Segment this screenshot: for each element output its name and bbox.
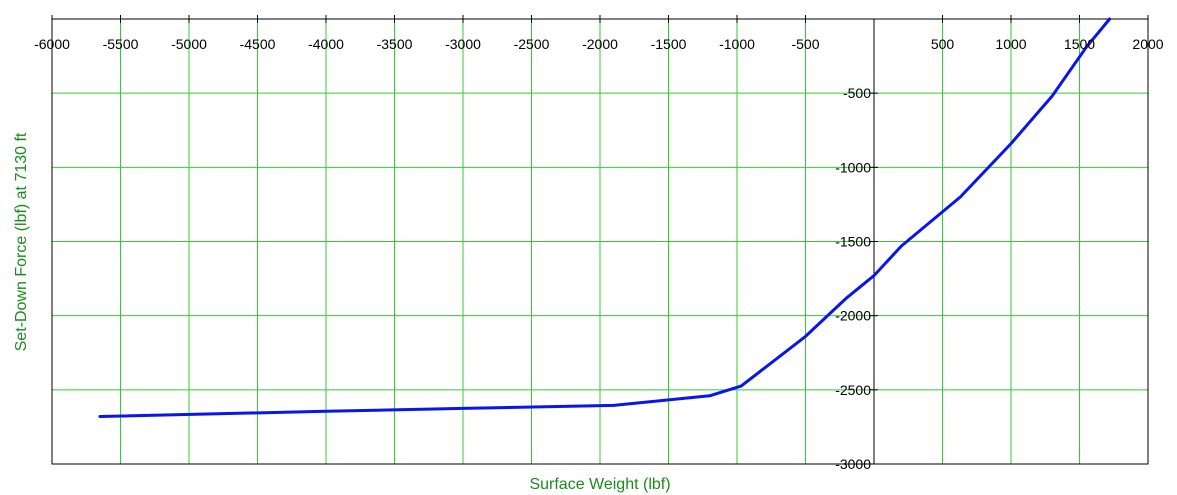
axes [51,15,1149,465]
series-line [98,17,1112,418]
x-tick-label: 1500 [1064,36,1095,52]
horizontal-gridlines [52,92,1148,391]
y-tick-label: -2500 [835,382,871,398]
x-tick-label: -500 [791,36,819,52]
x-tick-label: -5500 [103,36,139,52]
x-tick-label: -1000 [719,36,755,52]
y-tick-label: -3000 [835,456,871,472]
y-axis-title: Set-Down Force (lbf) at 7130 ft [13,132,30,351]
series-layer [98,17,1112,418]
x-tick-labels: -6000 -5500 -5000 -4500 -4000 -3500 -3000 -2500… [34,36,1164,52]
x-tick-label: -1500 [651,36,687,52]
x-tick-label: -6000 [34,36,70,52]
x-tick-label: -4000 [308,36,344,52]
x-tick-label: 2000 [1132,36,1163,52]
y-tick-label: -500 [843,85,871,101]
x-tick-label: -4500 [240,36,276,52]
x-tick-label: 500 [931,36,955,52]
x-tick-label: 1000 [995,36,1026,52]
x-tick-label: -3500 [377,36,413,52]
x-tick-label: -2500 [514,36,550,52]
x-tick-label: -3000 [445,36,481,52]
y-tick-label: -1500 [835,234,871,250]
x-tick-label: -2000 [582,36,618,52]
y-tick-labels: -500 -1000 -1500 -2000 -2500 -3000 [835,85,871,472]
y-tick-label: -2000 [835,308,871,324]
x-axis-title: Surface Weight (lbf) [529,476,670,493]
y-tick-label: -1000 [835,159,871,175]
x-tick-label: -5000 [171,36,207,52]
